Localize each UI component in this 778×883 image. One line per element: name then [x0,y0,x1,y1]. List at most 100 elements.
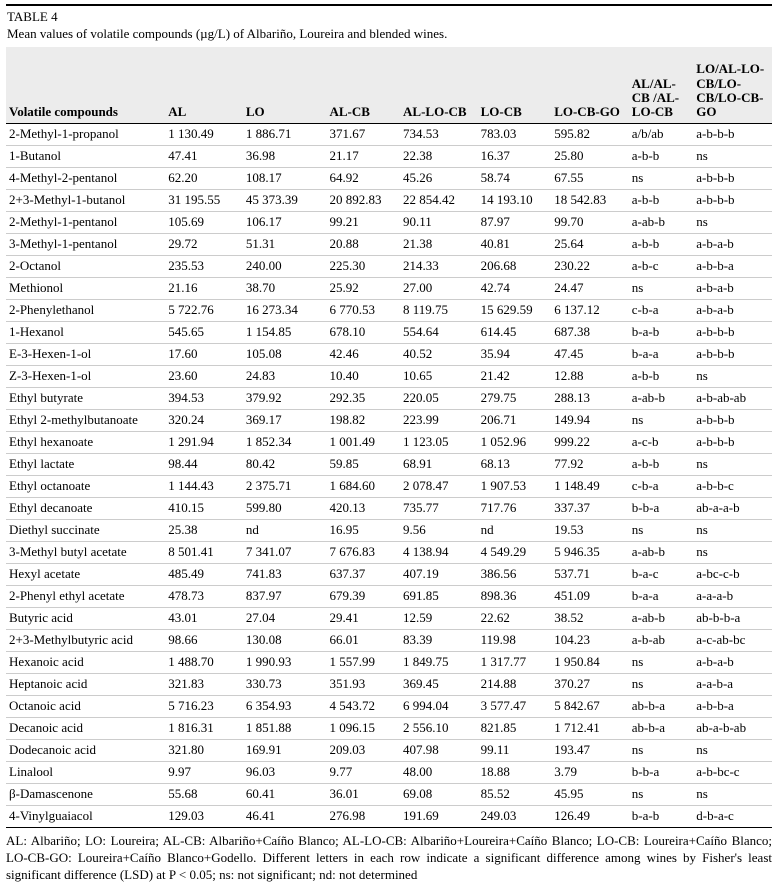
column-header: LO/AL-LO-CB/LO-CB/LO-CB-GO [693,47,772,124]
value-cell: 130.08 [242,629,327,652]
value-cell: 2 556.10 [400,717,478,740]
value-cell: 735.77 [400,497,478,520]
value-cell: 48.00 [400,761,478,784]
value-cell: a-b-b-b [693,431,772,454]
value-cell: 371.67 [326,123,401,146]
compound-name-cell: Ethyl lactate [6,453,166,476]
value-cell: 1 886.71 [242,123,327,146]
value-cell: 21.42 [477,365,552,388]
column-header: Volatile compounds [6,47,166,124]
value-cell: 198.82 [326,409,401,432]
compound-name-cell: Ethyl decanoate [6,497,166,520]
value-cell: 999.22 [551,431,629,454]
value-cell: 45 373.39 [242,189,327,212]
value-cell: 1 907.53 [477,475,552,498]
value-cell: 1 317.77 [477,651,552,674]
value-cell: 27.00 [400,277,478,300]
value-cell: 351.93 [326,673,401,696]
value-cell: 58.74 [477,167,552,190]
value-cell: b-a-a [628,585,694,608]
value-cell: 6 354.93 [242,695,327,718]
compound-name-cell: Octanoic acid [6,695,166,718]
table-row: 2-Octanol 235.53 240.00 225.30 214.33 206.68 2… [6,255,772,278]
paper-table-page: TABLE 4 Mean values of volatile compound… [6,4,772,883]
value-cell: 40.52 [400,343,478,366]
value-cell: b-a-b [628,321,694,344]
value-cell: 1 852.34 [242,431,327,454]
value-cell: 87.97 [477,211,552,234]
value-cell: 691.85 [400,585,478,608]
value-cell: a-b-a-b [693,277,772,300]
compound-name-cell: Heptanoic acid [6,673,166,696]
value-cell: 386.56 [477,563,552,586]
value-cell: 1 001.49 [326,431,401,454]
value-cell: 38.70 [242,277,327,300]
value-cell: 1 684.60 [326,475,401,498]
value-cell: 55.68 [165,783,243,806]
value-cell: ab-b-a [628,695,694,718]
value-cell: c-b-a [628,475,694,498]
value-cell: ns [628,673,694,696]
value-cell: 420.13 [326,497,401,520]
value-cell: ns [628,277,694,300]
value-cell: 599.80 [242,497,327,520]
value-cell: 6 137.12 [551,299,629,322]
value-cell: 119.98 [477,629,552,652]
table-row: Ethyl decanoate 410.15 599.80 420.13 735.77 7… [6,497,772,520]
value-cell: ns [693,541,772,564]
compound-name-cell: Hexanoic acid [6,651,166,674]
value-cell: a-b-b [628,233,694,256]
compound-name-cell: 1-Butanol [6,145,166,168]
value-cell: 6 994.04 [400,695,478,718]
value-cell: 12.59 [400,607,478,630]
compound-name-cell: β-Damascenone [6,783,166,806]
value-cell: 99.11 [477,739,552,762]
compound-name-cell: 1-Hexanol [6,321,166,344]
value-cell: 1 557.99 [326,651,401,674]
table-row: 2+3-Methylbutyric acid 98.66 130.08 66.01 83… [6,629,772,652]
value-cell: a-b-a-b [693,651,772,674]
value-cell: 5 842.67 [551,695,629,718]
value-cell: a-c-b [628,431,694,454]
value-cell: 6 770.53 [326,299,401,322]
value-cell: 1 950.84 [551,651,629,674]
value-cell: a-b-a-b [693,233,772,256]
table-row: Butyric acid 43.01 27.04 29.41 12.59 22.62 38.… [6,607,772,630]
value-cell: a-b-bc-c [693,761,772,784]
value-cell: 1 990.93 [242,651,327,674]
value-cell: 276.98 [326,805,401,828]
value-cell: 3 577.47 [477,695,552,718]
table-row: 3-Methyl butyl acetate 8 501.41 7 341.07 7 … [6,541,772,564]
value-cell: 545.65 [165,321,243,344]
value-cell: a-ab-b [628,387,694,410]
value-cell: 369.45 [400,673,478,696]
column-header: LO-CB-GO [551,47,629,124]
table-row: Hexyl acetate 485.49 741.83 637.37 407.19 386… [6,563,772,586]
value-cell: ab-b-b-a [693,607,772,630]
table-row: 4-Vinylguaiacol 129.03 46.41 276.98 191.69 24… [6,805,772,828]
compound-name-cell: Ethyl butyrate [6,387,166,410]
table-row: 2-Phenyl ethyl acetate 478.73 837.97 679.39… [6,585,772,608]
value-cell: 10.40 [326,365,401,388]
table-row: Octanoic acid 5 716.23 6 354.93 4 543.72 6 9… [6,695,772,718]
value-cell: b-a-a [628,343,694,366]
value-cell: 21.17 [326,145,401,168]
value-cell: 9.97 [165,761,243,784]
value-cell: 16.37 [477,145,552,168]
value-cell: 169.91 [242,739,327,762]
value-cell: 3.79 [551,761,629,784]
table-row: 1-Butanol 47.41 36.98 21.17 22.38 16.37 25.80 a… [6,145,772,168]
value-cell: 279.75 [477,387,552,410]
value-cell: 614.45 [477,321,552,344]
value-cell: b-b-a [628,761,694,784]
compound-name-cell: 3-Methyl-1-pentanol [6,233,166,256]
value-cell: 40.81 [477,233,552,256]
value-cell: 51.31 [242,233,327,256]
value-cell: 29.41 [326,607,401,630]
table-row: Ethyl 2-methylbutanoate 320.24 369.17 198.8… [6,409,772,432]
column-header: LO [242,47,327,124]
value-cell: a-a-a-b [693,585,772,608]
value-cell: ab-a-a-b [693,497,772,520]
value-cell: 59.85 [326,453,401,476]
value-cell: 4 549.29 [477,541,552,564]
